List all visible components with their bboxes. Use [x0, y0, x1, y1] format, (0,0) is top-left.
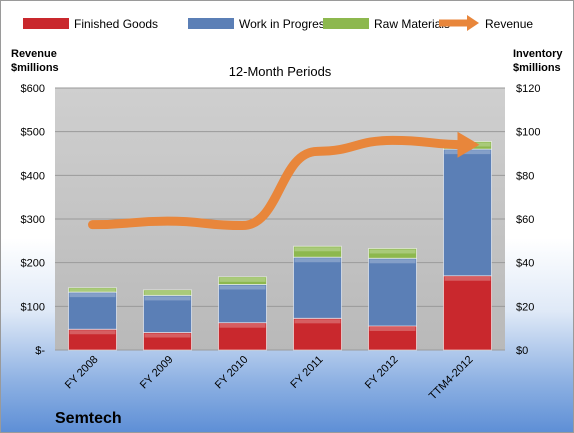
bar-highlight — [369, 249, 416, 254]
category-label: FY 2009 — [138, 354, 176, 392]
bar-segment-work-in-progress — [293, 256, 342, 319]
bar-segment-work-in-progress — [143, 294, 192, 334]
bar-highlight — [294, 247, 341, 252]
bar-segment-raw-materials — [368, 247, 417, 259]
right-axis-title-line1: Inventory — [513, 48, 563, 60]
right-axis-ticks: $0 $20 $40 $60 $80 $100 $120 — [516, 83, 540, 357]
left-axis-title-line1: Revenue — [11, 48, 57, 60]
bar-highlight — [444, 150, 491, 155]
legend-label-work-in-progress: Work in Progress — [239, 17, 331, 31]
bar-highlight — [69, 330, 116, 335]
bar-segment-work-in-progress — [68, 291, 117, 330]
bar-segment-raw-materials — [143, 289, 192, 296]
left-tick-label: $600 — [21, 83, 45, 95]
bar-highlight — [444, 276, 491, 281]
revenue-line-path — [88, 135, 472, 231]
bar-segment-raw-materials — [68, 287, 117, 293]
bar-highlight — [219, 285, 266, 290]
bar-segment-work-in-progress — [443, 148, 492, 277]
company-name: Semtech — [55, 410, 122, 427]
chart-title: 12-Month Periods — [229, 64, 332, 79]
left-tick-label: $400 — [21, 170, 45, 182]
bar-highlight — [219, 277, 266, 282]
bar-segment-finished-goods — [293, 317, 342, 351]
left-tick-label: $300 — [21, 214, 45, 226]
category-label: TTM4-2012 — [427, 354, 476, 403]
left-axis-ticks: $- $100 $200 $300 $400 $500 $600 — [21, 83, 46, 357]
bar-segment-raw-materials — [293, 245, 342, 258]
bar-highlight — [69, 293, 116, 298]
right-tick-label: $20 — [516, 301, 534, 313]
left-tick-label: $200 — [21, 258, 45, 270]
right-tick-label: $120 — [516, 83, 540, 95]
right-tick-label: $0 — [516, 345, 528, 357]
bar-highlight — [144, 296, 191, 301]
legend-label-revenue: Revenue — [485, 17, 533, 31]
bar-highlight — [294, 319, 341, 324]
left-tick-label: $100 — [21, 301, 45, 313]
bar-highlight — [219, 323, 266, 328]
legend-label-raw-materials: Raw Materials — [374, 17, 450, 31]
revenue-line — [88, 131, 480, 231]
legend-label-finished-goods: Finished Goods — [74, 17, 158, 31]
bar-highlight — [369, 326, 416, 331]
legend: Finished Goods Work in Progress Raw Mate… — [23, 15, 533, 31]
legend-swatch-revenue-arrowhead — [467, 15, 479, 31]
bar-highlight — [144, 333, 191, 338]
left-tick-label: $- — [35, 345, 45, 357]
right-tick-label: $80 — [516, 170, 534, 182]
bar-segment-work-in-progress — [218, 284, 267, 324]
right-tick-label: $100 — [516, 127, 540, 139]
legend-swatch-raw-materials — [323, 18, 369, 29]
category-label: FY 2008 — [63, 354, 101, 392]
right-axis-title-line2: $millions — [513, 62, 561, 74]
category-labels: FY 2008 FY 2009 FY 2010 FY 2011 FY 2012 TTM4-… — [63, 354, 476, 403]
bar-highlight — [69, 288, 116, 293]
legend-swatch-finished-goods — [23, 18, 69, 29]
bar-segment-finished-goods — [443, 275, 492, 351]
right-tick-label: $60 — [516, 214, 534, 226]
bar-segment-work-in-progress — [368, 257, 417, 327]
left-axis-title-line2: $millions — [11, 62, 59, 74]
legend-swatch-work-in-progress — [188, 18, 234, 29]
category-label: FY 2010 — [213, 354, 251, 392]
left-tick-label: $500 — [21, 127, 45, 139]
bar-segment-raw-materials — [218, 276, 267, 286]
revenue-line-arrowhead — [457, 131, 480, 158]
category-label: FY 2012 — [363, 354, 401, 392]
bar-highlight — [144, 290, 191, 295]
bar-highlight — [369, 259, 416, 264]
gridlines — [55, 87, 505, 351]
right-tick-label: $40 — [516, 258, 534, 270]
bar-highlight — [294, 258, 341, 263]
category-label: FY 2011 — [288, 354, 325, 391]
